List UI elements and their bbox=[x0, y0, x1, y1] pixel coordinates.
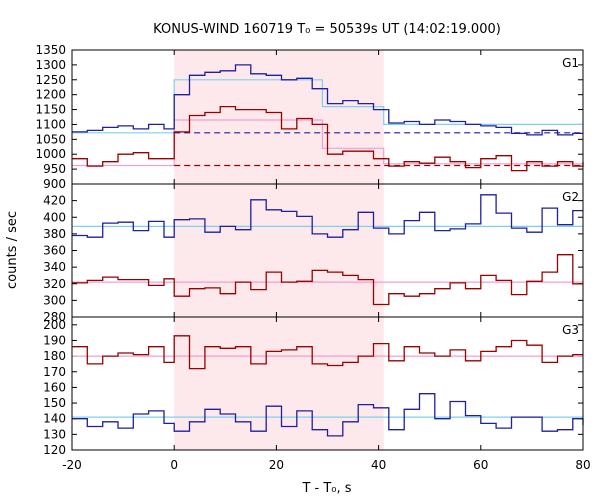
y-axis-title: counts / sec bbox=[5, 211, 20, 289]
y-tick-label-g1: 950 bbox=[43, 162, 66, 176]
y-tick-label-g3: 170 bbox=[43, 365, 66, 379]
series-line-g1-blue bbox=[72, 64, 583, 136]
y-tick-label-g2: 300 bbox=[43, 293, 66, 307]
y-tick-label-g3: 140 bbox=[43, 412, 66, 426]
x-tick-label: -20 bbox=[62, 458, 82, 472]
x-tick-label: 20 bbox=[269, 458, 284, 472]
y-tick-label-g1: 1250 bbox=[35, 73, 66, 87]
y-tick-label-g1: 1350 bbox=[35, 43, 66, 57]
y-tick-label-g3: 120 bbox=[43, 443, 66, 457]
series-line-g2-blue bbox=[72, 194, 583, 238]
source-interval-shading bbox=[174, 50, 384, 450]
y-tick-label-g3: 190 bbox=[43, 333, 66, 347]
y-tick-label-g2: 280 bbox=[43, 310, 66, 324]
y-tick-label-g2: 380 bbox=[43, 227, 66, 241]
y-tick-label-g1: 1300 bbox=[35, 58, 66, 72]
y-tick-label-g1: 1200 bbox=[35, 88, 66, 102]
x-tick-label: 80 bbox=[575, 458, 590, 472]
x-axis-title: T - T₀, s bbox=[301, 481, 351, 496]
plot-area: 90095010001050110011501200125013001350G1… bbox=[35, 43, 590, 472]
x-tick-label: 0 bbox=[170, 458, 178, 472]
y-tick-label-g1: 1100 bbox=[35, 117, 66, 131]
y-tick-label-g3: 150 bbox=[43, 396, 66, 410]
y-tick-label-g3: 160 bbox=[43, 380, 66, 394]
panel-frame-g3 bbox=[71, 316, 584, 451]
chart-title: KONUS-WIND 160719 T₀ = 50539s UT (14:02:… bbox=[153, 22, 501, 37]
panel-label-g3: G3 bbox=[562, 323, 579, 337]
panel-label-g2: G2 bbox=[562, 190, 579, 204]
y-tick-label-g3: 130 bbox=[43, 427, 66, 441]
series-line-g2-red bbox=[72, 254, 583, 306]
y-tick-label-g2: 340 bbox=[43, 260, 66, 274]
y-tick-label-g1: 1000 bbox=[35, 147, 66, 161]
series-line-g3-red bbox=[72, 335, 583, 370]
series-line-g1-red bbox=[72, 105, 584, 172]
y-tick-label-g1: 1150 bbox=[35, 103, 66, 117]
y-tick-label-g1: 1050 bbox=[35, 132, 66, 146]
series-line-g3-blue bbox=[72, 393, 584, 437]
y-tick-label-g3: 200 bbox=[43, 318, 66, 332]
y-tick-label-g2: 360 bbox=[43, 244, 66, 258]
y-tick-label-g2: 320 bbox=[43, 277, 66, 291]
y-tick-label-g1: 900 bbox=[43, 177, 66, 191]
y-tick-label-g2: 400 bbox=[43, 210, 66, 224]
x-tick-label: 60 bbox=[473, 458, 488, 472]
panel-label-g1: G1 bbox=[562, 56, 579, 70]
y-tick-label-g2: 420 bbox=[43, 194, 66, 208]
x-tick-label: 40 bbox=[371, 458, 386, 472]
y-tick-label-g3: 180 bbox=[43, 349, 66, 363]
